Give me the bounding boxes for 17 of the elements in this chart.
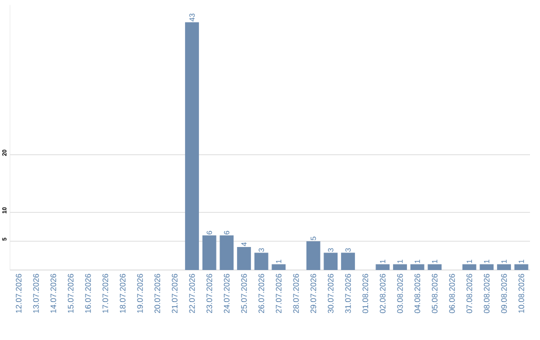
bar [306,241,320,270]
bar [202,235,216,270]
bar [237,246,251,270]
bar [220,235,234,270]
bar [376,264,390,270]
bar [497,264,511,270]
bar [272,264,286,270]
bar [428,264,442,270]
bar [480,264,494,270]
bar [462,264,476,270]
bar [410,264,424,270]
bar [341,252,355,270]
bar [254,252,268,270]
bar [514,264,528,270]
bar [185,22,199,270]
bar [324,252,338,270]
bar [393,264,407,270]
